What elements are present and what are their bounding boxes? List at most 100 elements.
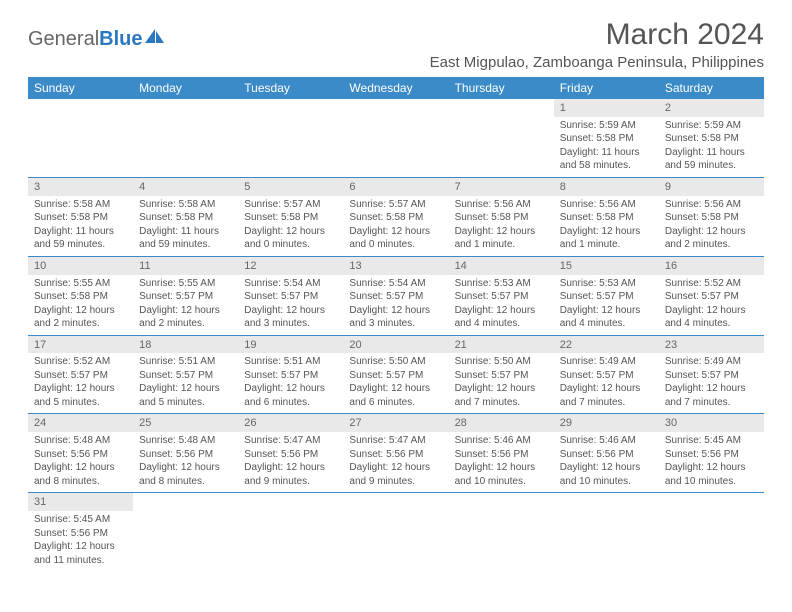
calendar-cell: 8Sunrise: 5:56 AMSunset: 5:58 PMDaylight… <box>554 177 659 256</box>
day-details: Sunrise: 5:47 AMSunset: 5:56 PMDaylight:… <box>343 432 448 492</box>
weekday-header: Wednesday <box>343 77 448 99</box>
day-details: Sunrise: 5:45 AMSunset: 5:56 PMDaylight:… <box>28 511 133 571</box>
day-details: Sunrise: 5:55 AMSunset: 5:58 PMDaylight:… <box>28 275 133 335</box>
calendar-cell: 1Sunrise: 5:59 AMSunset: 5:58 PMDaylight… <box>554 99 659 177</box>
day-details: Sunrise: 5:46 AMSunset: 5:56 PMDaylight:… <box>554 432 659 492</box>
day-details: Sunrise: 5:53 AMSunset: 5:57 PMDaylight:… <box>449 275 554 335</box>
day-details: Sunrise: 5:56 AMSunset: 5:58 PMDaylight:… <box>449 196 554 256</box>
day-details: Sunrise: 5:48 AMSunset: 5:56 PMDaylight:… <box>28 432 133 492</box>
day-number: 27 <box>343 414 448 432</box>
day-number: 9 <box>659 178 764 196</box>
calendar-cell: 24Sunrise: 5:48 AMSunset: 5:56 PMDayligh… <box>28 414 133 493</box>
calendar-cell: 25Sunrise: 5:48 AMSunset: 5:56 PMDayligh… <box>133 414 238 493</box>
day-details: Sunrise: 5:49 AMSunset: 5:57 PMDaylight:… <box>554 353 659 413</box>
calendar-cell: 23Sunrise: 5:49 AMSunset: 5:57 PMDayligh… <box>659 335 764 414</box>
calendar-cell: .. <box>133 99 238 177</box>
day-number: 30 <box>659 414 764 432</box>
calendar-cell: .. <box>133 493 238 571</box>
day-number: 1 <box>554 99 659 117</box>
calendar-cell: 14Sunrise: 5:53 AMSunset: 5:57 PMDayligh… <box>449 256 554 335</box>
day-details: Sunrise: 5:53 AMSunset: 5:57 PMDaylight:… <box>554 275 659 335</box>
calendar-cell: 13Sunrise: 5:54 AMSunset: 5:57 PMDayligh… <box>343 256 448 335</box>
day-details: Sunrise: 5:58 AMSunset: 5:58 PMDaylight:… <box>133 196 238 256</box>
day-number: 21 <box>449 336 554 354</box>
day-details: Sunrise: 5:58 AMSunset: 5:58 PMDaylight:… <box>28 196 133 256</box>
calendar-cell: 12Sunrise: 5:54 AMSunset: 5:57 PMDayligh… <box>238 256 343 335</box>
day-details: Sunrise: 5:50 AMSunset: 5:57 PMDaylight:… <box>449 353 554 413</box>
calendar-cell: .. <box>238 493 343 571</box>
calendar-cell: 19Sunrise: 5:51 AMSunset: 5:57 PMDayligh… <box>238 335 343 414</box>
day-number: 25 <box>133 414 238 432</box>
calendar-cell: 30Sunrise: 5:45 AMSunset: 5:56 PMDayligh… <box>659 414 764 493</box>
day-details: Sunrise: 5:49 AMSunset: 5:57 PMDaylight:… <box>659 353 764 413</box>
day-details: Sunrise: 5:59 AMSunset: 5:58 PMDaylight:… <box>659 117 764 177</box>
month-title: March 2024 <box>430 18 764 52</box>
day-number: 24 <box>28 414 133 432</box>
day-number: 4 <box>133 178 238 196</box>
calendar-table: SundayMondayTuesdayWednesdayThursdayFrid… <box>28 77 764 571</box>
day-details: Sunrise: 5:46 AMSunset: 5:56 PMDaylight:… <box>449 432 554 492</box>
day-details: Sunrise: 5:54 AMSunset: 5:57 PMDaylight:… <box>343 275 448 335</box>
calendar-cell: .. <box>238 99 343 177</box>
weekday-header: Thursday <box>449 77 554 99</box>
day-details: Sunrise: 5:59 AMSunset: 5:58 PMDaylight:… <box>554 117 659 177</box>
day-number: 26 <box>238 414 343 432</box>
weekday-header: Saturday <box>659 77 764 99</box>
weekday-header: Tuesday <box>238 77 343 99</box>
calendar-cell: 22Sunrise: 5:49 AMSunset: 5:57 PMDayligh… <box>554 335 659 414</box>
header: GeneralBlue March 2024 East Migpulao, Za… <box>28 18 764 71</box>
day-number: 14 <box>449 257 554 275</box>
calendar-cell: 6Sunrise: 5:57 AMSunset: 5:58 PMDaylight… <box>343 177 448 256</box>
calendar-cell: 7Sunrise: 5:56 AMSunset: 5:58 PMDaylight… <box>449 177 554 256</box>
calendar-row: 24Sunrise: 5:48 AMSunset: 5:56 PMDayligh… <box>28 414 764 493</box>
day-number: 18 <box>133 336 238 354</box>
calendar-cell: .. <box>28 99 133 177</box>
logo: GeneralBlue <box>28 28 165 51</box>
day-details: Sunrise: 5:52 AMSunset: 5:57 PMDaylight:… <box>28 353 133 413</box>
day-details: Sunrise: 5:47 AMSunset: 5:56 PMDaylight:… <box>238 432 343 492</box>
day-details: Sunrise: 5:51 AMSunset: 5:57 PMDaylight:… <box>133 353 238 413</box>
day-number: 31 <box>28 493 133 511</box>
location: East Migpulao, Zamboanga Peninsula, Phil… <box>430 54 764 71</box>
calendar-cell: .. <box>449 99 554 177</box>
day-details: Sunrise: 5:51 AMSunset: 5:57 PMDaylight:… <box>238 353 343 413</box>
calendar-cell: 16Sunrise: 5:52 AMSunset: 5:57 PMDayligh… <box>659 256 764 335</box>
title-block: March 2024 East Migpulao, Zamboanga Peni… <box>430 18 764 71</box>
day-number: 13 <box>343 257 448 275</box>
day-number: 23 <box>659 336 764 354</box>
day-details: Sunrise: 5:56 AMSunset: 5:58 PMDaylight:… <box>554 196 659 256</box>
day-details: Sunrise: 5:50 AMSunset: 5:57 PMDaylight:… <box>343 353 448 413</box>
day-number: 22 <box>554 336 659 354</box>
calendar-cell: 20Sunrise: 5:50 AMSunset: 5:57 PMDayligh… <box>343 335 448 414</box>
logo-text-2: Blue <box>99 28 142 51</box>
calendar-cell: 9Sunrise: 5:56 AMSunset: 5:58 PMDaylight… <box>659 177 764 256</box>
day-number: 16 <box>659 257 764 275</box>
logo-text-1: General <box>28 28 99 51</box>
day-number: 6 <box>343 178 448 196</box>
weekday-header-row: SundayMondayTuesdayWednesdayThursdayFrid… <box>28 77 764 99</box>
day-number: 10 <box>28 257 133 275</box>
day-number: 5 <box>238 178 343 196</box>
day-number: 7 <box>449 178 554 196</box>
day-number: 19 <box>238 336 343 354</box>
calendar-cell: .. <box>343 493 448 571</box>
day-details: Sunrise: 5:48 AMSunset: 5:56 PMDaylight:… <box>133 432 238 492</box>
day-number: 20 <box>343 336 448 354</box>
calendar-cell: 2Sunrise: 5:59 AMSunset: 5:58 PMDaylight… <box>659 99 764 177</box>
calendar-row: ..........1Sunrise: 5:59 AMSunset: 5:58 … <box>28 99 764 177</box>
calendar-cell: 3Sunrise: 5:58 AMSunset: 5:58 PMDaylight… <box>28 177 133 256</box>
weekday-header: Sunday <box>28 77 133 99</box>
day-number: 12 <box>238 257 343 275</box>
day-details: Sunrise: 5:57 AMSunset: 5:58 PMDaylight:… <box>343 196 448 256</box>
calendar-cell: .. <box>343 99 448 177</box>
calendar-cell: .. <box>554 493 659 571</box>
day-details: Sunrise: 5:56 AMSunset: 5:58 PMDaylight:… <box>659 196 764 256</box>
calendar-cell: 27Sunrise: 5:47 AMSunset: 5:56 PMDayligh… <box>343 414 448 493</box>
calendar-cell: 17Sunrise: 5:52 AMSunset: 5:57 PMDayligh… <box>28 335 133 414</box>
day-details: Sunrise: 5:52 AMSunset: 5:57 PMDaylight:… <box>659 275 764 335</box>
calendar-row: 10Sunrise: 5:55 AMSunset: 5:58 PMDayligh… <box>28 256 764 335</box>
calendar-cell: 31Sunrise: 5:45 AMSunset: 5:56 PMDayligh… <box>28 493 133 571</box>
calendar-row: 17Sunrise: 5:52 AMSunset: 5:57 PMDayligh… <box>28 335 764 414</box>
calendar-cell: 18Sunrise: 5:51 AMSunset: 5:57 PMDayligh… <box>133 335 238 414</box>
sail-icon <box>145 29 165 43</box>
